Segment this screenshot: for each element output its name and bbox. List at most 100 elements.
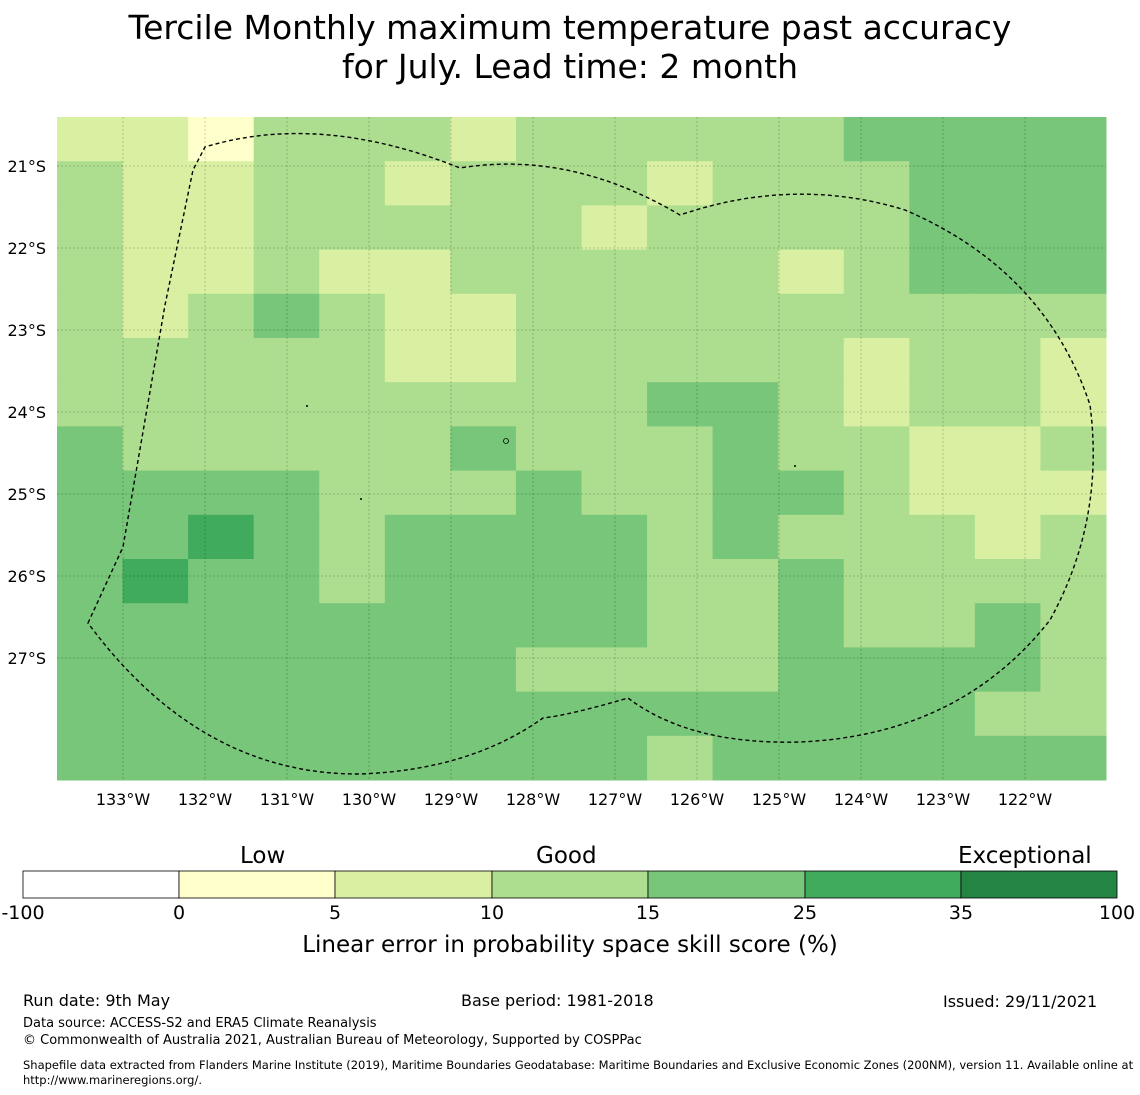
run-date: Run date: 9th May (23, 991, 171, 1010)
grid-cell (778, 117, 845, 162)
grid-cell (712, 603, 779, 648)
grid-cell (974, 514, 1041, 560)
grid-cell (57, 117, 124, 162)
grid-cell (778, 603, 845, 648)
grid-cell (974, 691, 1041, 737)
grid-cell (581, 735, 648, 781)
grid-cell (450, 338, 517, 383)
longitude-label: 122°W (998, 790, 1053, 809)
grid-cell (253, 691, 320, 737)
latitude-labels: 21°S 22°S 23°S 24°S 25°S 26°S 27°S (7, 157, 46, 668)
grid-cell (515, 205, 582, 251)
grid-cell (909, 559, 976, 604)
grid-cell (712, 426, 779, 472)
small-islands (306, 405, 796, 500)
grid-cell (253, 117, 320, 162)
grid-cell (450, 205, 517, 251)
grid-cell (122, 293, 189, 339)
grid-cell (450, 293, 517, 339)
grid-cell (909, 514, 976, 560)
grid-cell (122, 161, 189, 206)
longitude-label: 133°W (96, 790, 151, 809)
grid-cell (450, 559, 517, 604)
grid-cell (384, 691, 451, 737)
grid-cell (188, 691, 255, 737)
grid-cell (712, 293, 779, 339)
grid-cell (122, 603, 189, 648)
grid-cell (778, 338, 845, 383)
grid-cell (188, 647, 255, 693)
grid-cell (1040, 559, 1107, 604)
grid-cell (974, 293, 1041, 339)
grid-cell (253, 293, 320, 339)
grid-cell (253, 426, 320, 472)
latitude-label: 27°S (7, 649, 46, 668)
grid-cell (319, 559, 386, 604)
grid-cell (647, 117, 714, 162)
grid-cell (1040, 205, 1107, 251)
grid-cell (319, 514, 386, 560)
colorbar-category-exceptional: Exceptional (958, 843, 1092, 869)
longitude-label: 129°W (424, 790, 479, 809)
colorbar-tick: 25 (792, 902, 818, 924)
grid-cell (778, 249, 845, 295)
island-marker (503, 438, 509, 444)
grid-cell (1040, 514, 1107, 560)
grid-cell (57, 691, 124, 737)
colorbar-category-good: Good (536, 843, 597, 869)
grid-cell (843, 117, 910, 162)
grid-cell (1040, 249, 1107, 295)
grid-cell (122, 514, 189, 560)
grid-cell (384, 735, 451, 781)
base-period: Base period: 1981-2018 (461, 991, 654, 1010)
grid-cell (647, 470, 714, 516)
grid-cell (909, 293, 976, 339)
grid-cell (778, 205, 845, 251)
grid-cell (57, 470, 124, 516)
grid-cell (843, 293, 910, 339)
grid-cell (384, 338, 451, 383)
grid-cell (188, 735, 255, 781)
grid-cell (909, 382, 976, 427)
grid-cell (188, 426, 255, 472)
colorbar-segment (491, 870, 649, 899)
colorbar-tick: 100 (1098, 902, 1136, 924)
grid-cell (843, 338, 910, 383)
grid-cell (515, 426, 582, 472)
grid-cell (909, 338, 976, 383)
latitude-label: 22°S (7, 239, 46, 258)
grid-cell (778, 559, 845, 604)
grid-cell (450, 161, 517, 206)
grid-cell (778, 426, 845, 472)
grid-cell (188, 293, 255, 339)
island-marker (360, 498, 362, 500)
grid-cell (647, 426, 714, 472)
grid-cell (909, 117, 976, 162)
grid-cell (450, 603, 517, 648)
grid-cell (319, 382, 386, 427)
colorbar-segment (334, 870, 493, 899)
colorbar-tick: 35 (948, 902, 974, 924)
grid-cell (581, 205, 648, 251)
grid-cell (909, 603, 976, 648)
grid-cell (778, 647, 845, 693)
grid-cell (581, 117, 648, 162)
data-source: Data source: ACCESS-S2 and ERA5 Climate … (23, 1016, 377, 1031)
grid-cell (122, 205, 189, 251)
grid-cell (122, 470, 189, 516)
colorbar-segment (647, 870, 806, 899)
grid-cell (712, 559, 779, 604)
grid-cell (57, 382, 124, 427)
grid-cell (515, 338, 582, 383)
grid-cell (188, 470, 255, 516)
grid-cell (647, 559, 714, 604)
grid-cell (319, 735, 386, 781)
colorbar (22, 870, 1118, 899)
grid-cell (253, 559, 320, 604)
grid-cell (712, 691, 779, 737)
grid-cell (253, 647, 320, 693)
grid-cell (450, 470, 517, 516)
grid-cell (57, 249, 124, 295)
grid-cell (909, 161, 976, 206)
grid-cell (515, 735, 582, 781)
